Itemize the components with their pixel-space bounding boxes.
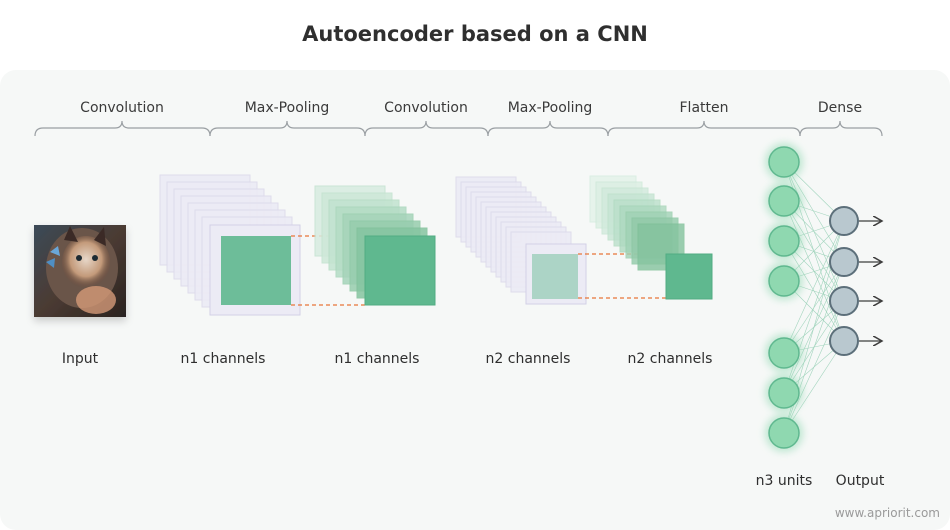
input-unit — [765, 222, 803, 260]
output-unit — [829, 247, 859, 277]
conv1-channel-stack — [159, 174, 301, 316]
brace-max-pooling-2 — [487, 120, 609, 137]
output-unit — [829, 286, 859, 316]
brace-convolution-1 — [34, 120, 211, 137]
input-unit — [765, 374, 803, 412]
pool1-feature-map — [364, 235, 436, 306]
stage-label-dense: Dense — [818, 100, 862, 116]
conv1-feature-map — [221, 236, 291, 305]
brace-max-pooling-1 — [209, 120, 366, 137]
input-unit — [765, 414, 803, 452]
caption-output: Output — [836, 473, 885, 489]
caption-pool2: n2 channels — [628, 351, 713, 367]
output-unit — [829, 206, 859, 236]
pool2-feature-map — [665, 253, 713, 300]
input-unit — [765, 262, 803, 300]
caption-pool1: n1 channels — [335, 351, 420, 367]
input-unit — [765, 334, 803, 372]
stage-label-convolution-2: Convolution — [384, 100, 468, 116]
layer-captions: Input n1 channels n1 channels n2 channel… — [62, 351, 885, 489]
stage-label-max-pooling-1: Max-Pooling — [245, 100, 330, 116]
pool2-channel-stack — [589, 175, 713, 300]
diagram-title: Autoencoder based on a CNN — [302, 22, 648, 46]
input-image — [34, 225, 126, 317]
stage-braces — [34, 120, 883, 137]
input-unit — [765, 143, 803, 181]
conv2-channel-stack — [455, 176, 587, 305]
caption-conv2: n2 channels — [486, 351, 571, 367]
stage-label-max-pooling-2: Max-Pooling — [508, 100, 593, 116]
stage-labels: Convolution Max-Pooling Convolution Max-… — [80, 100, 862, 116]
stage-label-convolution-1: Convolution — [80, 100, 164, 116]
output-arrows — [859, 221, 882, 341]
dense-output-units — [829, 206, 859, 356]
caption-units: n3 units — [756, 473, 813, 489]
caption-conv1: n1 channels — [181, 351, 266, 367]
input-unit — [765, 182, 803, 220]
brace-convolution-2 — [364, 120, 489, 137]
pool1-channel-stack — [314, 185, 436, 306]
dense-input-units — [765, 143, 803, 452]
brace-dense — [799, 120, 883, 137]
brace-flatten — [607, 120, 801, 137]
watermark: www.apriorit.com — [835, 506, 940, 520]
caption-input: Input — [62, 351, 99, 367]
stage-label-flatten: Flatten — [680, 100, 729, 116]
conv2-feature-map — [532, 254, 578, 299]
output-unit — [829, 326, 859, 356]
